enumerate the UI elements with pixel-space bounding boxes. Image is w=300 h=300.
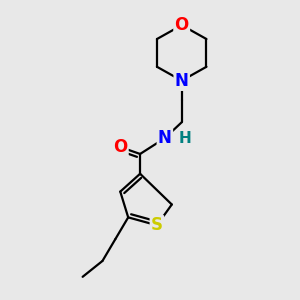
- Text: N: N: [175, 72, 189, 90]
- Text: S: S: [151, 216, 163, 234]
- Text: O: O: [175, 16, 189, 34]
- Text: O: O: [113, 138, 127, 156]
- Text: N: N: [158, 129, 172, 147]
- Text: H: H: [178, 130, 191, 146]
